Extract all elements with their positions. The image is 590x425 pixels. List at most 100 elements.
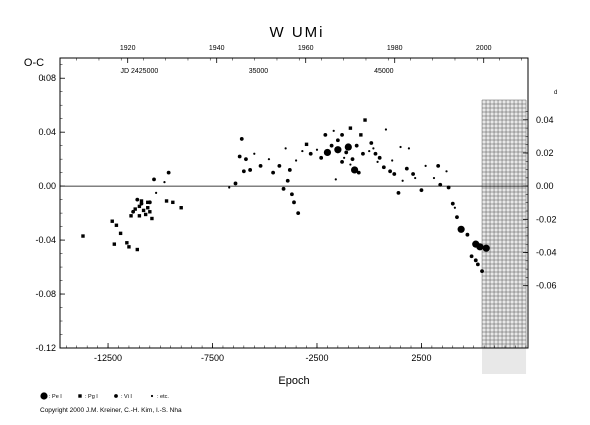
data-point-circle <box>350 157 355 162</box>
data-point-circle <box>244 157 248 162</box>
data-point-circle <box>404 166 409 171</box>
data-point-dot <box>349 163 352 166</box>
right-unit-mark: d <box>554 90 557 96</box>
data-point-dot <box>359 133 362 136</box>
top-year-label: 1980 <box>387 45 403 52</box>
data-point-circle <box>388 169 393 174</box>
data-point-circle <box>308 151 313 156</box>
data-point-dot <box>267 158 271 161</box>
data-point-dot <box>424 164 427 168</box>
data-point-circle <box>392 172 397 176</box>
data-point-dot <box>343 156 346 159</box>
data-point-circle <box>473 258 478 263</box>
data-point-circle <box>319 155 324 160</box>
data-point-circle <box>419 188 424 193</box>
data-point-circle <box>377 155 382 160</box>
data-point-circle <box>356 170 361 175</box>
right-tick-label: -0.04 <box>536 248 557 258</box>
y-axis-left: 0.08 0.04 0.00 -0.04 -0.08 -0.12 <box>35 64 65 353</box>
y-tick-label: 0.04 <box>38 127 56 137</box>
right-tick-label: -0.02 <box>536 214 557 224</box>
data-point-circle <box>147 200 152 205</box>
data-point-square <box>129 214 133 218</box>
data-point-circle <box>139 201 144 206</box>
data-point-circle <box>436 164 441 168</box>
data-point-dot <box>301 149 304 153</box>
data-point-circle <box>438 182 443 187</box>
data-point-circle <box>237 154 242 159</box>
data-point-dot <box>391 159 394 162</box>
data-point-circle-large <box>482 244 490 252</box>
data-point-circle <box>369 141 374 145</box>
jd-label: 35000 <box>249 68 269 75</box>
top-year-label: 1920 <box>120 45 136 52</box>
data-point-circle-large <box>476 243 484 251</box>
data-point-square <box>125 241 129 245</box>
legend-label: : Pg I <box>85 394 98 400</box>
top-year-label: 1960 <box>298 45 314 52</box>
data-point-circle <box>152 177 156 182</box>
y-tick-label: -0.04 <box>35 235 56 245</box>
x-tick-label: -7500 <box>201 353 224 363</box>
data-point-circle <box>361 151 365 156</box>
right-tick-label: 0.04 <box>536 115 554 125</box>
data-point-circle <box>285 178 290 183</box>
data-point-square <box>150 216 154 221</box>
data-point-circle <box>292 200 296 205</box>
data-point-square <box>304 142 309 147</box>
data-point-circle <box>373 151 378 156</box>
legend-label: : etc. <box>157 394 169 400</box>
data-point-circle <box>450 201 455 206</box>
chart-title: W UMi <box>270 24 325 41</box>
data-point-dot <box>284 147 287 150</box>
data-point-square <box>114 223 119 227</box>
top-year-label: 2000 <box>476 45 492 52</box>
data-point-square <box>137 204 142 209</box>
legend-marker-dot <box>150 394 154 398</box>
data-point-dot <box>401 179 404 182</box>
jd-label: 45000 <box>374 68 394 75</box>
data-point-circle <box>287 168 292 172</box>
legend-marker-circle <box>114 394 118 398</box>
y-tick-label: 0.00 <box>38 181 56 191</box>
data-point-circle <box>354 143 359 148</box>
data-point-square <box>110 219 114 223</box>
data-point-square <box>348 126 353 130</box>
data-point-square <box>171 200 175 205</box>
data-point-dot <box>253 152 256 155</box>
right-tick-label: -0.06 <box>536 281 557 291</box>
jd-labels: JD 2425000 35000 45000 <box>121 68 394 75</box>
data-point-square <box>81 234 85 238</box>
data-point-dot <box>407 147 411 150</box>
data-point-square <box>118 231 123 236</box>
data-point-dot <box>315 148 319 151</box>
x-axis: -12500 -7500 -2500 2500 <box>66 343 527 363</box>
right-tick-label: 0.00 <box>536 181 554 191</box>
plot-frame <box>59 57 529 349</box>
data-point-square <box>143 212 148 217</box>
y-unit-mark: d <box>42 76 45 82</box>
data-point-dot <box>228 186 231 189</box>
legend-label: : Pe I <box>49 394 62 400</box>
y-tick-label: 0.08 <box>38 73 56 83</box>
data-point-circle <box>455 215 459 220</box>
data-point-dot <box>372 147 375 150</box>
data-point-square <box>139 199 144 203</box>
y-tick-label: -0.08 <box>35 289 56 299</box>
data-point-circle-large <box>457 225 465 233</box>
data-point-circle <box>480 269 484 274</box>
top-year-axis: 1920 1940 1960 1980 2000 <box>76 45 522 63</box>
data-point-square <box>141 208 146 213</box>
data-point-dot <box>445 170 448 173</box>
data-point-dot <box>384 128 388 131</box>
data-point-square <box>137 214 142 218</box>
shaded-region <box>481 99 527 374</box>
data-point-circle <box>475 262 480 267</box>
legend: : Pe I: Pg I: Vi I: etc. <box>40 392 169 400</box>
data-point-square <box>146 206 150 210</box>
data-point-circle <box>258 164 263 168</box>
copyright-text: Copyright 2000 J.M. Kreiner, C.-H. Kim, … <box>40 407 182 414</box>
x-tick-label: -12500 <box>94 353 122 363</box>
